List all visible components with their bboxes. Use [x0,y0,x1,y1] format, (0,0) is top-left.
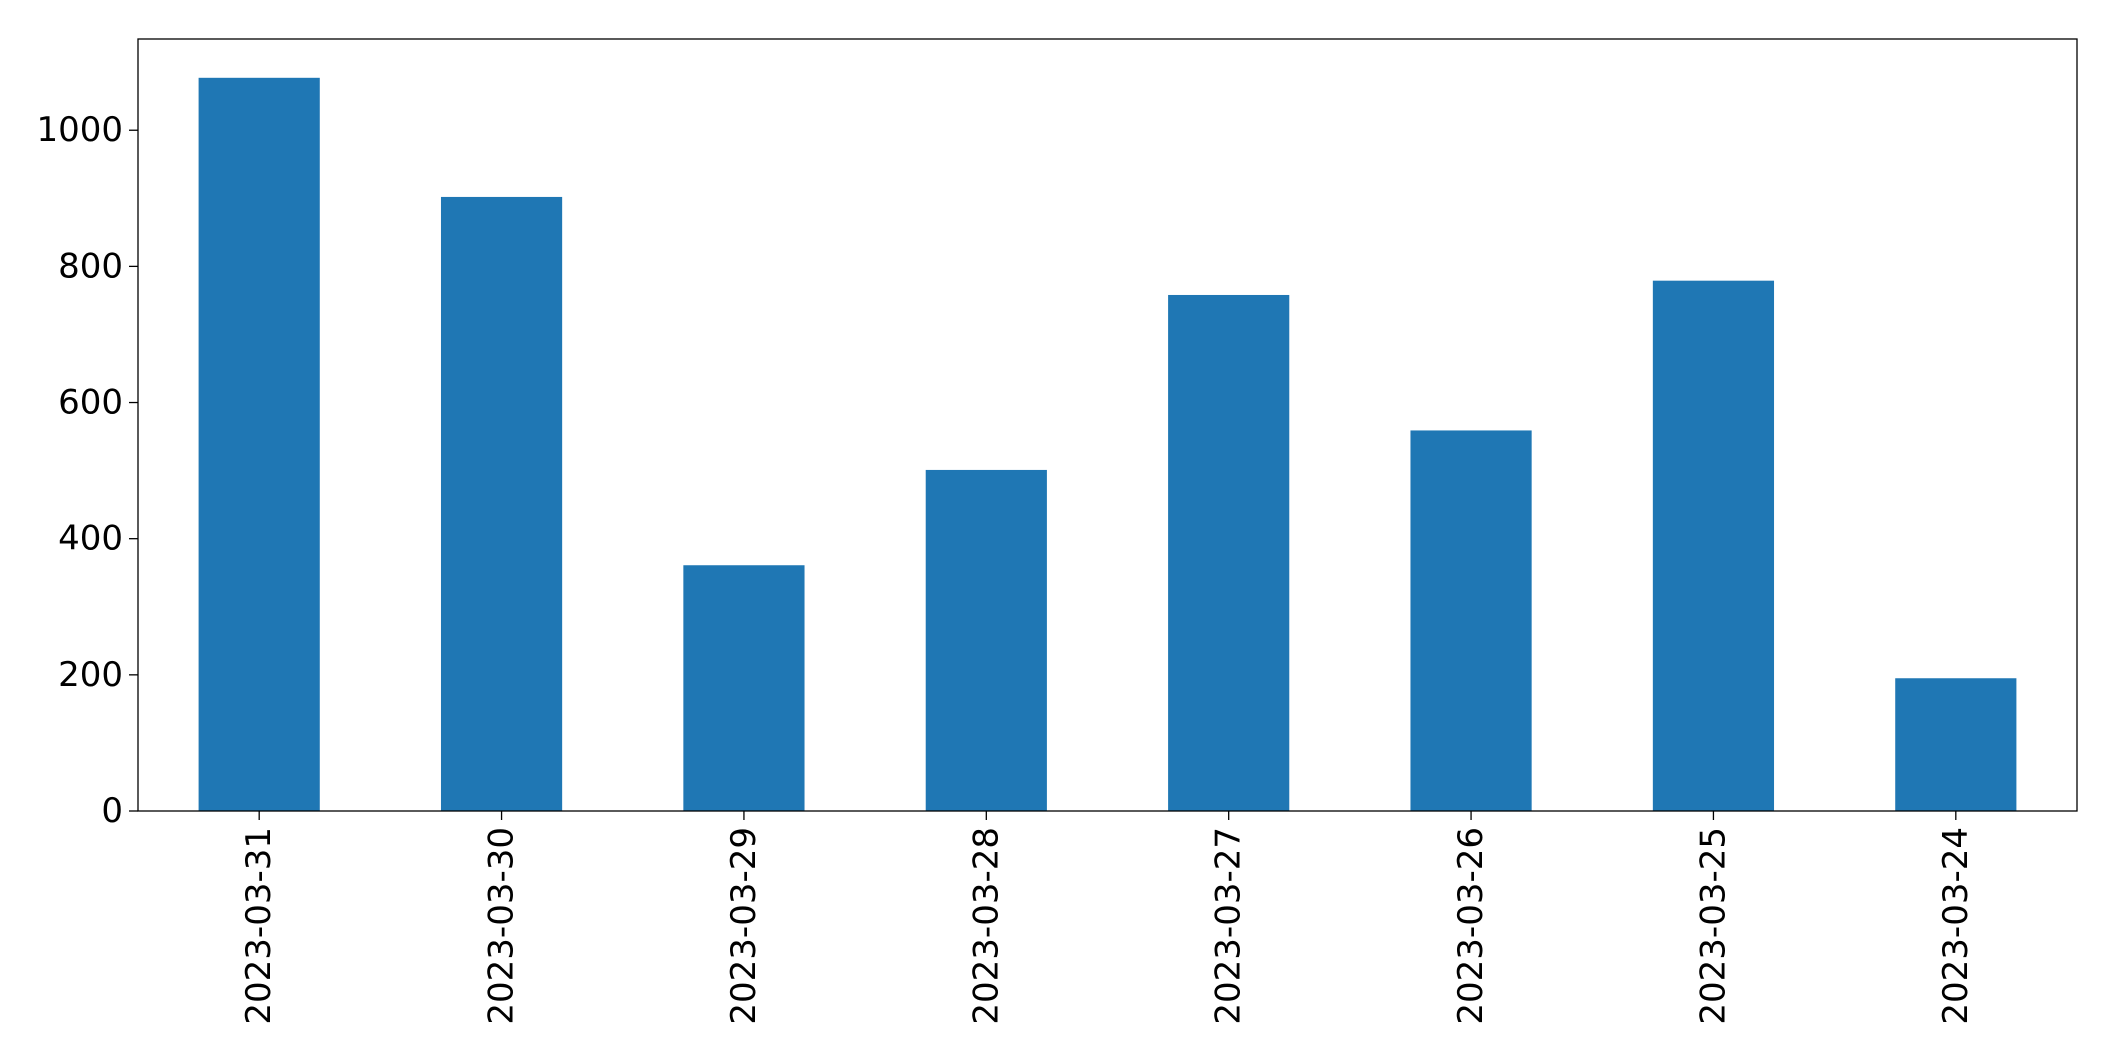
bar-2023-03-25 [1652,280,1775,811]
bar-2023-03-27 [1168,294,1290,811]
x-tick-label: 2023-03-26 [1451,827,1491,1025]
x-tick-label: 2023-03-30 [482,827,522,1025]
y-tick-label: 400 [58,519,123,559]
y-tick-label: 800 [58,246,123,286]
x-tick-label: 2023-03-24 [1936,827,1976,1025]
bar-2023-03-28 [925,469,1047,811]
y-axis: 0 200 400 600 800 1000 [36,110,138,831]
y-tick-label: 0 [101,791,123,831]
bar-2023-03-26 [1410,430,1532,811]
bar-2023-03-31 [198,77,320,812]
bars-group [198,77,2017,812]
x-tick-label: 2023-03-28 [966,827,1006,1025]
x-tick-label: 2023-03-27 [1209,827,1249,1025]
plot-frame [137,38,2078,812]
x-axis: 2023-03-31 2023-03-30 2023-03-29 2023-03-28… [239,811,1976,1025]
bar-2023-03-29 [683,565,805,811]
y-tick-label: 600 [58,383,123,423]
y-tick-label: 200 [58,655,123,695]
x-tick-label: 2023-03-25 [1693,827,1733,1025]
bar-2023-03-30 [440,196,563,811]
bar-2023-03-24 [1895,678,2017,811]
x-tick-label: 2023-03-29 [724,827,764,1025]
y-tick-label: 1000 [36,110,123,150]
x-tick-label: 2023-03-31 [239,827,279,1025]
